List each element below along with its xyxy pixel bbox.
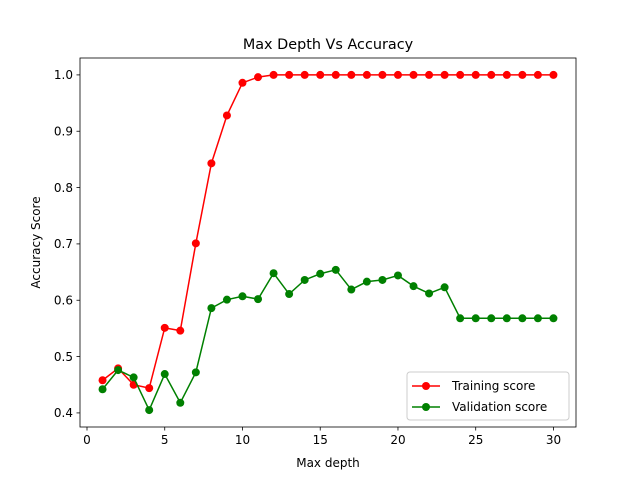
data-point-s1-11 <box>254 295 263 304</box>
y-tick-label: 0.5 <box>54 350 73 364</box>
data-point-s0-13 <box>285 70 294 79</box>
legend-box <box>406 371 570 421</box>
data-point-s1-18 <box>362 277 371 286</box>
data-point-s1-16 <box>331 265 340 274</box>
data-point-s1-5 <box>160 370 169 379</box>
data-point-s0-17 <box>347 70 356 79</box>
data-point-s0-12 <box>269 70 278 79</box>
x-tick-label: 5 <box>161 433 169 447</box>
data-point-s0-22 <box>425 70 434 79</box>
data-point-s1-10 <box>238 292 247 301</box>
data-point-s1-27 <box>502 314 511 323</box>
data-point-s1-26 <box>487 314 496 323</box>
data-point-s1-8 <box>207 304 216 313</box>
x-tick-label: 15 <box>313 433 328 447</box>
data-point-s0-27 <box>502 70 511 79</box>
series-layer <box>98 70 558 415</box>
legend: Training score Validation score <box>406 371 570 421</box>
y-ticks: 0.4 0.5 0.6 0.7 0.8 0.9 1.0 <box>54 68 80 420</box>
y-tick-label: 0.8 <box>54 181 73 195</box>
data-point-s0-24 <box>456 70 465 79</box>
data-point-s1-13 <box>285 290 294 299</box>
data-point-s1-17 <box>347 285 356 294</box>
data-point-s0-10 <box>238 78 247 87</box>
data-point-s1-1 <box>98 385 107 394</box>
x-tick-label: 30 <box>546 433 561 447</box>
y-tick-label: 0.6 <box>54 293 73 307</box>
data-point-s1-28 <box>518 314 527 323</box>
data-point-s0-21 <box>409 70 418 79</box>
y-axis-label: Accuracy Score <box>29 196 43 288</box>
data-point-s0-29 <box>533 70 542 79</box>
data-point-s1-23 <box>440 283 449 292</box>
data-point-s1-2 <box>114 366 123 375</box>
data-point-s0-7 <box>191 239 200 248</box>
data-point-s1-20 <box>393 271 402 280</box>
data-point-s1-25 <box>471 314 480 323</box>
data-point-s0-9 <box>222 111 231 120</box>
data-point-s1-29 <box>533 314 542 323</box>
data-point-s0-28 <box>518 70 527 79</box>
data-point-s1-6 <box>176 398 185 407</box>
plot-area <box>80 58 576 427</box>
data-point-s0-8 <box>207 159 216 168</box>
data-point-s1-22 <box>425 289 434 298</box>
axes-frame <box>79 57 577 428</box>
data-point-s1-19 <box>378 275 387 284</box>
data-point-s0-19 <box>378 70 387 79</box>
data-point-s0-1 <box>98 376 107 385</box>
data-point-s0-26 <box>487 70 496 79</box>
y-tick-label: 1.0 <box>54 68 73 82</box>
x-ticks: 0 5 10 15 20 25 30 <box>83 427 561 447</box>
x-tick-label: 20 <box>390 433 405 447</box>
y-tick-label: 0.9 <box>54 124 73 138</box>
data-point-s0-11 <box>254 73 263 82</box>
data-point-s1-3 <box>129 373 138 382</box>
legend-marker-training <box>422 382 430 390</box>
data-point-s1-30 <box>549 314 558 323</box>
data-point-s0-14 <box>300 70 309 79</box>
y-tick-label: 0.7 <box>54 237 73 251</box>
data-point-s0-6 <box>176 326 185 335</box>
legend-label-validation: Validation score <box>452 400 547 414</box>
data-point-s0-16 <box>331 70 340 79</box>
data-point-s0-18 <box>362 70 371 79</box>
data-point-s1-21 <box>409 282 418 291</box>
x-tick-label: 25 <box>468 433 483 447</box>
data-point-s0-25 <box>471 70 480 79</box>
data-point-s1-4 <box>145 406 154 415</box>
x-axis-label: Max depth <box>296 456 360 470</box>
data-point-s0-5 <box>160 323 169 332</box>
data-point-s0-23 <box>440 70 449 79</box>
chart-title: Max Depth Vs Accuracy <box>243 37 414 53</box>
legend-marker-validation <box>422 403 430 411</box>
data-point-s1-12 <box>269 269 278 278</box>
legend-label-training: Training score <box>451 379 535 393</box>
x-tick-label: 0 <box>83 433 91 447</box>
data-point-s1-15 <box>316 269 325 278</box>
data-point-s0-4 <box>145 384 154 393</box>
data-point-s1-14 <box>300 275 309 284</box>
data-point-s0-30 <box>549 70 558 79</box>
data-point-s0-20 <box>393 70 402 79</box>
x-tick-label: 10 <box>235 433 250 447</box>
data-point-s1-9 <box>222 295 231 304</box>
data-point-s1-7 <box>191 368 200 377</box>
data-point-s0-15 <box>316 70 325 79</box>
y-tick-label: 0.4 <box>54 406 73 420</box>
data-point-s1-24 <box>456 314 465 323</box>
